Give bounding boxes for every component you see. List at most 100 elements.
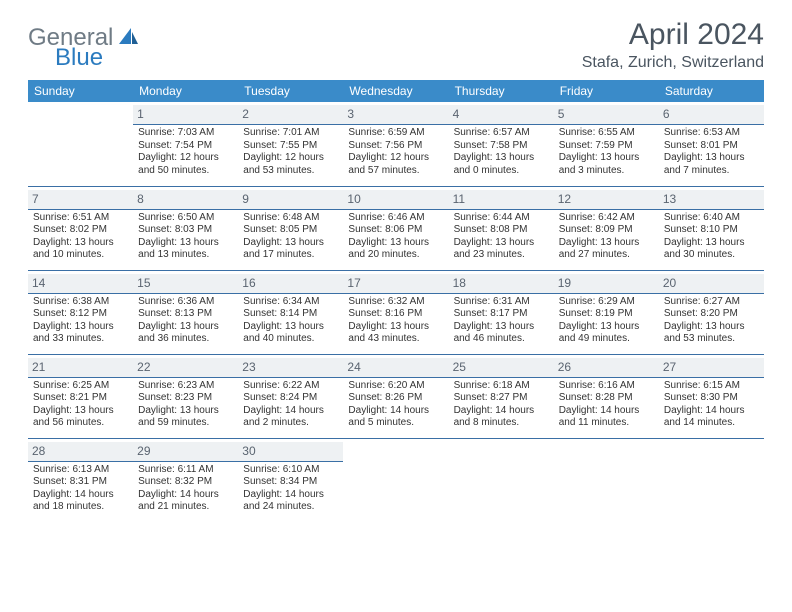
day-number: 3 [343, 105, 448, 125]
sunset-text: Sunset: 8:03 PM [138, 224, 233, 237]
day-number: 30 [238, 442, 343, 462]
calendar-cell: 8Sunrise: 6:50 AMSunset: 8:03 PMDaylight… [133, 186, 238, 270]
day-cell: 28Sunrise: 6:13 AMSunset: 8:31 PMDayligh… [28, 439, 133, 518]
daylight-text: Daylight: 13 hours and 53 minutes. [664, 321, 759, 346]
day-number: 12 [554, 190, 659, 210]
calendar-cell: 22Sunrise: 6:23 AMSunset: 8:23 PMDayligh… [133, 354, 238, 438]
day-cell: 22Sunrise: 6:23 AMSunset: 8:23 PMDayligh… [133, 355, 238, 434]
sunrise-text: Sunrise: 6:18 AM [454, 380, 549, 393]
sunrise-text: Sunrise: 6:53 AM [664, 127, 759, 140]
sunset-text: Sunset: 8:08 PM [454, 224, 549, 237]
sunset-text: Sunset: 8:27 PM [454, 392, 549, 405]
day-cell: 5 Sunrise: 6:55 AMSunset: 7:59 PMDaylight… [554, 102, 659, 181]
day-number: 16 [238, 274, 343, 294]
weekday-friday: Friday [554, 80, 659, 102]
daylight-text: Daylight: 14 hours and 8 minutes. [454, 405, 549, 430]
sunset-text: Sunset: 8:12 PM [33, 308, 128, 321]
day-cell: 26Sunrise: 6:16 AMSunset: 8:28 PMDayligh… [554, 355, 659, 434]
sunset-text: Sunset: 8:02 PM [33, 224, 128, 237]
sunrise-text: Sunrise: 6:27 AM [664, 296, 759, 309]
day-number: 7 [28, 190, 133, 210]
weekday-monday: Monday [133, 80, 238, 102]
sunrise-text: Sunrise: 6:11 AM [138, 464, 233, 477]
day-cell: 25 Sunrise: 6:18 AMSunset: 8:27 PMDayligh… [449, 355, 554, 434]
day-cell: 17Sunrise: 6:32 AMSunset: 8:16 PMDayligh… [343, 271, 448, 350]
calendar-page: General Blue April 2024 Stafa, Zurich, S… [0, 0, 792, 532]
sunset-text: Sunset: 8:05 PM [243, 224, 338, 237]
sunset-text: Sunset: 8:17 PM [454, 308, 549, 321]
sunset-text: Sunset: 8:20 PM [664, 308, 759, 321]
calendar-cell: 13Sunrise: 6:40 AMSunset: 8:10 PMDayligh… [659, 186, 764, 270]
day-cell: 16Sunrise: 6:34 AMSunset: 8:14 PMDayligh… [238, 271, 343, 350]
day-cell: 7Sunrise: 6:51 AMSunset: 8:02 PMDaylight… [28, 187, 133, 266]
calendar-cell: 25 Sunrise: 6:18 AMSunset: 8:27 PMDayligh… [449, 354, 554, 438]
sunrise-text: Sunrise: 6:34 AM [243, 296, 338, 309]
calendar-cell: 19Sunrise: 6:29 AMSunset: 8:19 PMDayligh… [554, 270, 659, 354]
location-text: Stafa, Zurich, Switzerland [582, 54, 764, 72]
daylight-text: Daylight: 12 hours and 57 minutes. [348, 152, 443, 177]
sunset-text: Sunset: 8:34 PM [243, 476, 338, 489]
day-number: 2 [238, 105, 343, 125]
sunrise-text: Sunrise: 6:40 AM [664, 212, 759, 225]
sunrise-text: Sunrise: 7:03 AM [138, 127, 233, 140]
calendar-table: Sunday Monday Tuesday Wednesday Thursday… [28, 80, 764, 522]
calendar-cell: 2Sunrise: 7:01 AMSunset: 7:55 PMDaylight… [238, 102, 343, 186]
daylight-text: Daylight: 12 hours and 50 minutes. [138, 152, 233, 177]
day-cell: 24Sunrise: 6:20 AMSunset: 8:26 PMDayligh… [343, 355, 448, 434]
sunset-text: Sunset: 7:55 PM [243, 140, 338, 153]
day-cell: 9Sunrise: 6:48 AMSunset: 8:05 PMDaylight… [238, 187, 343, 266]
page-header: General Blue April 2024 Stafa, Zurich, S… [28, 18, 764, 74]
calendar-cell: 12Sunrise: 6:42 AMSunset: 8:09 PMDayligh… [554, 186, 659, 270]
day-cell: 6Sunrise: 6:53 AMSunset: 8:01 PMDaylight… [659, 102, 764, 181]
day-cell: 14Sunrise: 6:38 AMSunset: 8:12 PMDayligh… [28, 271, 133, 350]
sunset-text: Sunset: 8:14 PM [243, 308, 338, 321]
day-number: 5 [554, 105, 659, 125]
sunrise-text: Sunrise: 6:59 AM [348, 127, 443, 140]
daylight-text: Daylight: 13 hours and 3 minutes. [559, 152, 654, 177]
sunset-text: Sunset: 7:56 PM [348, 140, 443, 153]
daylight-text: Daylight: 13 hours and 27 minutes. [559, 237, 654, 262]
day-number: 13 [659, 190, 764, 210]
daylight-text: Daylight: 13 hours and 59 minutes. [138, 405, 233, 430]
day-cell: 4Sunrise: 6:57 AMSunset: 7:58 PMDaylight… [449, 102, 554, 181]
calendar-cell: 17Sunrise: 6:32 AMSunset: 8:16 PMDayligh… [343, 270, 448, 354]
daylight-text: Daylight: 13 hours and 13 minutes. [138, 237, 233, 262]
day-number: 10 [343, 190, 448, 210]
calendar-cell: 21Sunrise: 6:25 AMSunset: 8:21 PMDayligh… [28, 354, 133, 438]
calendar-cell [659, 438, 764, 522]
day-number: 22 [133, 358, 238, 378]
sunrise-text: Sunrise: 6:42 AM [559, 212, 654, 225]
day-cell: 20Sunrise: 6:27 AMSunset: 8:20 PMDayligh… [659, 271, 764, 350]
sunset-text: Sunset: 7:58 PM [454, 140, 549, 153]
day-number: 23 [238, 358, 343, 378]
daylight-text: Daylight: 13 hours and 43 minutes. [348, 321, 443, 346]
sunrise-text: Sunrise: 6:55 AM [559, 127, 654, 140]
calendar-cell: 23Sunrise: 6:22 AMSunset: 8:24 PMDayligh… [238, 354, 343, 438]
day-number: 25 [449, 358, 554, 378]
daylight-text: Daylight: 13 hours and 30 minutes. [664, 237, 759, 262]
day-cell: 12Sunrise: 6:42 AMSunset: 8:09 PMDayligh… [554, 187, 659, 266]
daylight-text: Daylight: 13 hours and 0 minutes. [454, 152, 549, 177]
title-block: April 2024 Stafa, Zurich, Switzerland [582, 18, 764, 74]
daylight-text: Daylight: 13 hours and 10 minutes. [33, 237, 128, 262]
sunset-text: Sunset: 8:24 PM [243, 392, 338, 405]
sunset-text: Sunset: 7:59 PM [559, 140, 654, 153]
calendar-cell: 14Sunrise: 6:38 AMSunset: 8:12 PMDayligh… [28, 270, 133, 354]
calendar-cell: 30Sunrise: 6:10 AMSunset: 8:34 PMDayligh… [238, 438, 343, 522]
day-number: 6 [659, 105, 764, 125]
sunrise-text: Sunrise: 6:48 AM [243, 212, 338, 225]
day-cell: 8Sunrise: 6:50 AMSunset: 8:03 PMDaylight… [133, 187, 238, 266]
daylight-text: Daylight: 13 hours and 49 minutes. [559, 321, 654, 346]
calendar-cell: 29Sunrise: 6:11 AMSunset: 8:32 PMDayligh… [133, 438, 238, 522]
sunset-text: Sunset: 8:26 PM [348, 392, 443, 405]
day-cell: 18Sunrise: 6:31 AMSunset: 8:17 PMDayligh… [449, 271, 554, 350]
sunrise-text: Sunrise: 6:20 AM [348, 380, 443, 393]
daylight-text: Daylight: 14 hours and 11 minutes. [559, 405, 654, 430]
day-cell: 21Sunrise: 6:25 AMSunset: 8:21 PMDayligh… [28, 355, 133, 434]
day-number: 24 [343, 358, 448, 378]
day-number: 18 [449, 274, 554, 294]
daylight-text: Daylight: 13 hours and 17 minutes. [243, 237, 338, 262]
sunset-text: Sunset: 8:21 PM [33, 392, 128, 405]
calendar-cell: 9Sunrise: 6:48 AMSunset: 8:05 PMDaylight… [238, 186, 343, 270]
day-cell: 19Sunrise: 6:29 AMSunset: 8:19 PMDayligh… [554, 271, 659, 350]
